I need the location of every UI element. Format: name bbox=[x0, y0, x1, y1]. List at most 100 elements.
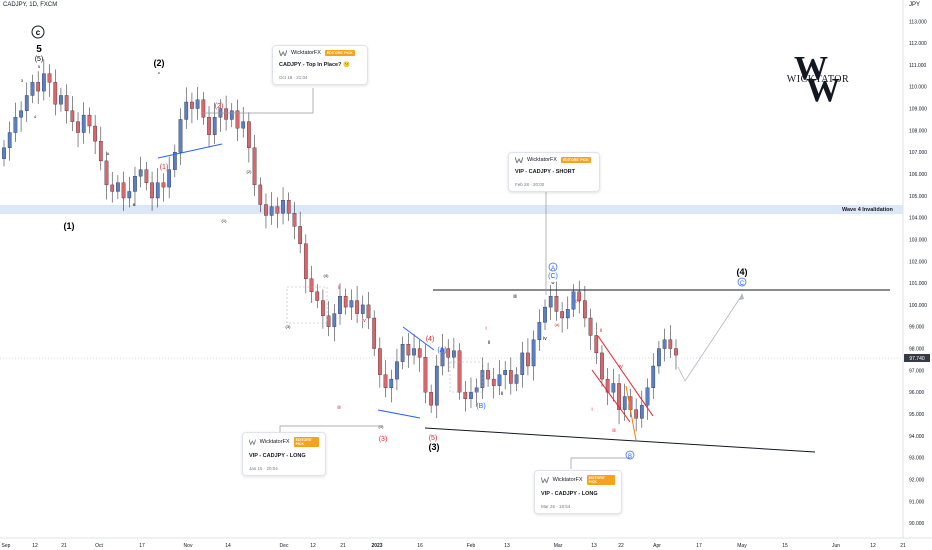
time-tick-label: 12 bbox=[310, 543, 316, 549]
price-axis[interactable]: 113.000 112.000 111.000 110.000 109.000 108.0… bbox=[909, 19, 927, 527]
label-iv-red-2: iv bbox=[619, 364, 623, 370]
candle-down bbox=[93, 125, 97, 142]
candle-down bbox=[457, 350, 462, 393]
label-ii-red-2: ii bbox=[600, 328, 602, 334]
channel-line-blue-2 bbox=[377, 409, 421, 419]
symbol-title: CADJPY, 1D, FXCM bbox=[3, 2, 58, 8]
candle-up bbox=[116, 182, 120, 192]
time-tick-label: 21 bbox=[340, 543, 346, 549]
candle-up bbox=[241, 121, 246, 129]
idea-card-4[interactable]: WicktatorFX EDITORS' PICK VIP - CADJPY - … bbox=[534, 470, 622, 514]
time-axis[interactable]: Sep 12 21 Oct 17 Nov 14 Dec 12 21 2023 16 Feb 13 Mar 13… bbox=[2, 543, 906, 549]
price-tick-label: 102.000 bbox=[909, 259, 927, 265]
idea-card-2[interactable]: WicktatorFX EDITORS' PICK VIP - CADJPY - … bbox=[508, 152, 600, 192]
candle-up bbox=[400, 344, 405, 362]
candle-up bbox=[651, 365, 656, 388]
candle-up bbox=[81, 114, 86, 133]
circle-A-marker bbox=[548, 262, 558, 272]
flat-box bbox=[449, 361, 484, 393]
card-title: CADJPY - Top In Place? 😕 bbox=[279, 62, 350, 68]
price-tick-label: 109.000 bbox=[909, 107, 927, 113]
label-w2: (2) bbox=[154, 58, 165, 68]
label-red-4: (4) bbox=[426, 336, 435, 343]
projection-path bbox=[677, 294, 743, 382]
connector-1 bbox=[203, 88, 314, 114]
candle-down bbox=[315, 291, 320, 301]
editors-pick-badge: EDITORS' PICK bbox=[586, 475, 615, 485]
label-circ-B: B bbox=[628, 454, 632, 460]
editors-pick-badge: EDITORS' PICK bbox=[324, 50, 355, 56]
candle-down bbox=[303, 243, 308, 279]
price-tick-label: 105.000 bbox=[909, 194, 927, 200]
watermark-w-top-icon: W bbox=[794, 50, 828, 87]
candle-up bbox=[138, 169, 143, 177]
price-tick-label: 108.000 bbox=[909, 128, 927, 134]
circle-B-marker bbox=[625, 450, 635, 460]
candle-up bbox=[184, 101, 189, 120]
candle-up bbox=[531, 339, 536, 367]
candle-down bbox=[577, 291, 582, 301]
candle-up bbox=[571, 291, 576, 310]
candle-up bbox=[543, 306, 547, 323]
candle-down bbox=[326, 315, 331, 327]
candle-down bbox=[201, 99, 206, 118]
idea-card-1[interactable]: WicktatorFX EDITORS' PICK CADJPY - Top In… bbox=[272, 45, 368, 85]
candle-up bbox=[167, 169, 172, 188]
price-tick-label: 110.000 bbox=[909, 85, 927, 91]
price-tick-label: 101.000 bbox=[909, 281, 927, 287]
price-tick-label: 91.000 bbox=[909, 499, 925, 505]
orange-line bbox=[625, 385, 637, 441]
candle-down bbox=[110, 184, 115, 192]
candle-down bbox=[264, 204, 268, 216]
label-red-3: (3) bbox=[379, 436, 388, 443]
candle-up bbox=[2, 147, 6, 159]
candle-down bbox=[491, 378, 496, 386]
label-sub-4: (4) bbox=[324, 273, 330, 278]
label-red-b: (b) bbox=[576, 298, 582, 303]
time-tick-label: 12 bbox=[870, 543, 876, 549]
label-iv-dark: iv bbox=[543, 336, 547, 342]
watermark-text: WICKTATOR bbox=[786, 74, 850, 85]
label-4-small: 4 bbox=[34, 114, 37, 119]
candle-up bbox=[657, 348, 661, 367]
candle-down bbox=[526, 352, 530, 367]
label-iii-red-2: iii bbox=[612, 428, 615, 434]
label-w1: (1) bbox=[64, 221, 75, 231]
card-author: WicktatorFX bbox=[259, 439, 290, 445]
time-tick-label: 12 bbox=[32, 543, 38, 549]
candle-down bbox=[207, 117, 211, 135]
candle-down bbox=[161, 182, 166, 188]
candle-down bbox=[463, 392, 468, 399]
candle-down bbox=[70, 110, 75, 122]
price-tick-label: 106.000 bbox=[909, 172, 927, 178]
last-price-value: 97.740 bbox=[909, 356, 925, 362]
candle-up bbox=[59, 95, 63, 105]
label-red-2: (2) bbox=[215, 103, 224, 110]
currency-label: JPY bbox=[908, 2, 920, 8]
price-tick-label: 98.000 bbox=[909, 347, 925, 353]
price-tick-label: 100.000 bbox=[909, 303, 927, 309]
candle-up bbox=[639, 405, 644, 419]
candle-up bbox=[440, 348, 445, 367]
label-iii-red-1: iii bbox=[337, 405, 340, 411]
candle-down bbox=[486, 370, 490, 380]
label-a-small: A bbox=[107, 151, 110, 156]
candle-up bbox=[19, 110, 23, 118]
candle-up bbox=[389, 378, 394, 388]
candle-down bbox=[298, 226, 302, 244]
candle-up bbox=[474, 387, 479, 393]
candle-down bbox=[378, 348, 382, 375]
label-w-small: w bbox=[552, 280, 555, 285]
candle-up bbox=[30, 82, 35, 96]
label-circle-c: c bbox=[36, 28, 41, 37]
card-title: VIP - CADJPY - LONG bbox=[541, 491, 598, 497]
candle-down bbox=[321, 300, 325, 316]
idea-card-3[interactable]: WicktatorFX EDITORS' PICK VIP - CADJPY - … bbox=[242, 432, 326, 476]
author-logo-icon bbox=[249, 439, 256, 445]
price-tick-label: 90.000 bbox=[909, 521, 925, 527]
editors-pick-badge: EDITORS' PICK bbox=[293, 437, 319, 447]
label-3-small: 3 bbox=[21, 78, 24, 83]
candle-down bbox=[247, 121, 251, 148]
price-tick-label: 95.000 bbox=[909, 412, 925, 418]
